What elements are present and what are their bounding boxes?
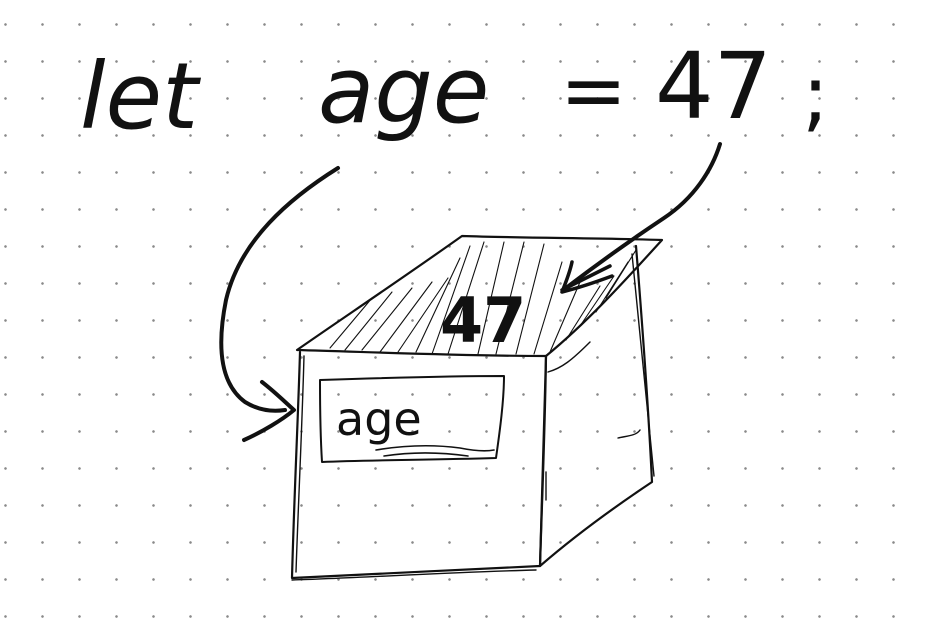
box-top-face <box>295 234 664 358</box>
variable-box <box>290 234 664 581</box>
code-terminator: ; <box>802 48 829 141</box>
label-frame <box>319 375 505 463</box>
box-content-value: 47 <box>440 284 526 357</box>
code-operator: = <box>560 44 627 137</box>
box-top-hatching <box>329 241 637 355</box>
identifier-arrow-curve <box>219 166 340 413</box>
value-arrow-curve <box>564 142 722 290</box>
value-arrowhead <box>560 260 614 294</box>
box-front-face-sketch <box>291 355 537 581</box>
code-value: 47 <box>655 33 772 140</box>
code-identifier: age <box>318 37 489 144</box>
box-label-sticker: age <box>319 375 505 463</box>
box-side-face <box>538 244 654 568</box>
label-scribble <box>375 445 495 457</box>
identifier-arrow <box>219 166 340 442</box>
value-arrow <box>560 142 722 294</box>
code-keyword: let <box>80 43 201 150</box>
identifier-arrowhead <box>242 380 296 442</box>
box-front-face <box>290 350 548 580</box>
code-line: let age = 47 ; <box>80 33 829 150</box>
label-text: age <box>336 392 422 446</box>
box-side-face-sketch <box>545 253 655 501</box>
